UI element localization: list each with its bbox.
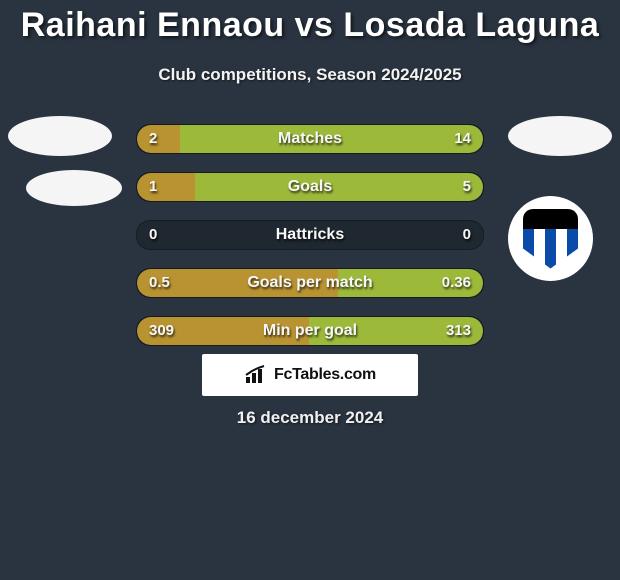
- page-title: Raihani Ennaou vs Losada Laguna: [0, 0, 620, 45]
- stat-row: 0.50.36Goals per match: [136, 268, 484, 298]
- stat-label: Goals per match: [137, 269, 483, 297]
- page-subtitle: Club competitions, Season 2024/2025: [0, 65, 620, 85]
- stat-row: 214Matches: [136, 124, 484, 154]
- club-placeholder: [26, 170, 122, 206]
- stat-label: Min per goal: [137, 317, 483, 345]
- stat-row: 15Goals: [136, 172, 484, 202]
- left-player-avatars: [8, 116, 122, 220]
- avatar-placeholder: [8, 116, 112, 156]
- stat-label: Goals: [137, 173, 483, 201]
- right-player-avatars: [508, 116, 612, 281]
- stat-label: Matches: [137, 125, 483, 153]
- chart-icon: [244, 365, 270, 385]
- brand-logo: FcTables.com: [202, 354, 418, 396]
- stat-row: 00Hattricks: [136, 220, 484, 250]
- page-date: 16 december 2024: [0, 408, 620, 428]
- brand-text: FcTables.com: [274, 366, 376, 384]
- club-badge: [508, 196, 593, 281]
- stats-panel: 214Matches 15Goals 00Hattricks 0.50.36Goals…: [136, 124, 484, 364]
- stat-row: 309313Min per goal: [136, 316, 484, 346]
- avatar-placeholder: [508, 116, 612, 156]
- stat-label: Hattricks: [137, 221, 483, 249]
